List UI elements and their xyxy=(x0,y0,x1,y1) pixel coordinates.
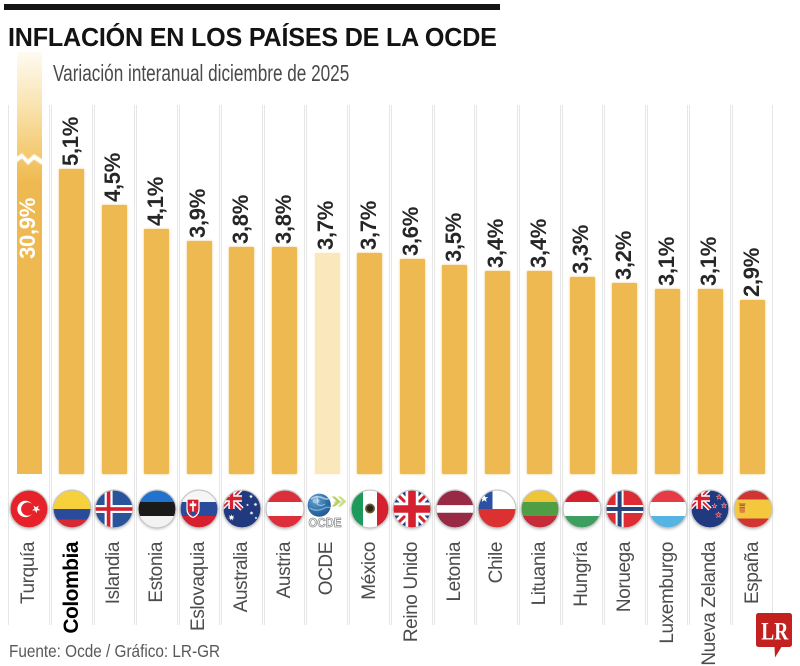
svg-text:OCDE: OCDE xyxy=(309,516,342,530)
svg-text:LR: LR xyxy=(761,619,789,646)
